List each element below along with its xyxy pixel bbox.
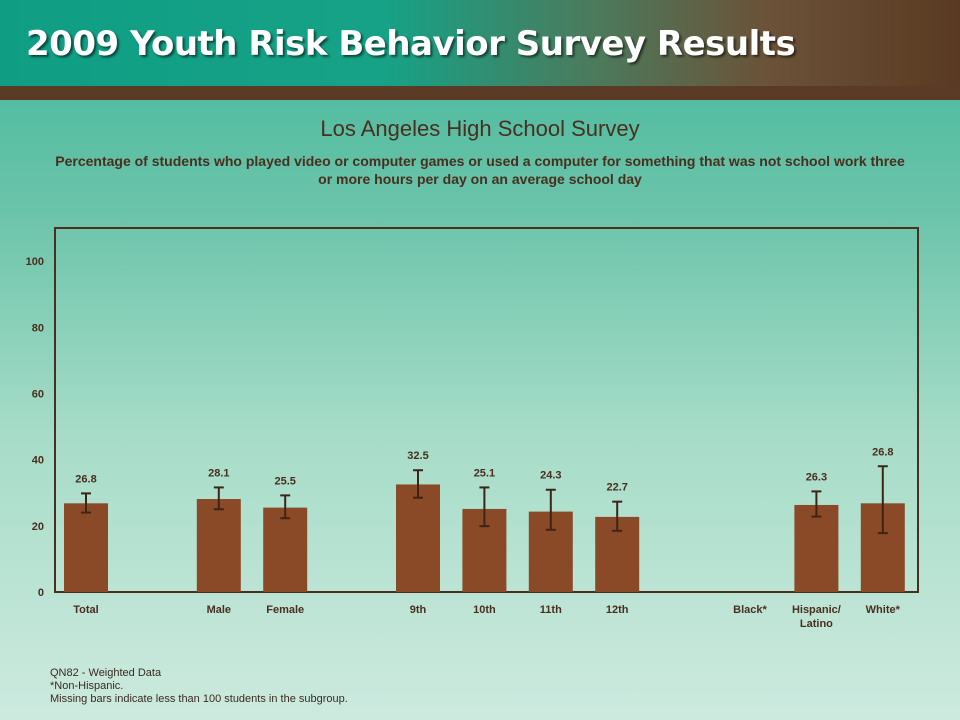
- data-label: 25.1: [474, 467, 495, 479]
- header-divider: [0, 86, 960, 100]
- footnote-line: QN82 - Weighted Data: [50, 667, 162, 679]
- chart-title: Los Angeles High School Survey: [320, 116, 640, 141]
- x-tick-label: Black*: [733, 604, 767, 616]
- bar: [263, 507, 308, 592]
- x-tick-label: 9th: [410, 604, 427, 616]
- y-tick-label: 100: [26, 256, 44, 268]
- y-tick-label: 20: [32, 521, 44, 533]
- x-tick-label: Male: [207, 604, 231, 616]
- bar: [64, 503, 108, 592]
- x-tick-label: 12th: [606, 604, 629, 616]
- data-label: 26.8: [75, 473, 96, 485]
- x-tick-label: 11th: [540, 604, 562, 616]
- data-label: 26.3: [806, 471, 827, 483]
- data-label: 22.7: [606, 482, 627, 494]
- bar: [196, 499, 241, 592]
- page-title: 2009 Youth Risk Behavior Survey Results: [26, 24, 796, 64]
- data-label: 25.5: [274, 475, 295, 487]
- bar: [396, 484, 440, 592]
- x-tick-label: White*: [866, 604, 901, 616]
- footnote-line: Missing bars indicate less than 100 stud…: [50, 693, 348, 705]
- data-label: 24.3: [540, 470, 561, 482]
- data-label: 28.1: [208, 467, 229, 479]
- header-banner: 2009 Youth Risk Behavior Survey Results: [0, 0, 960, 86]
- x-tick-label: Hispanic/: [792, 604, 841, 616]
- y-tick-label: 80: [32, 322, 44, 334]
- x-tick-label: Total: [73, 604, 98, 616]
- footnote-line: *Non-Hispanic.: [50, 680, 124, 692]
- x-tick-label: Female: [266, 604, 304, 616]
- data-label: 32.5: [407, 450, 428, 462]
- chart-subtitle: Percentage of students who played video …: [55, 153, 905, 187]
- bar: [794, 504, 839, 592]
- y-tick-label: 0: [38, 587, 44, 599]
- data-label: 26.8: [872, 446, 893, 458]
- y-tick-label: 60: [32, 388, 44, 400]
- x-tick-label: Latino: [800, 618, 833, 630]
- y-tick-label: 40: [32, 455, 44, 467]
- footnotes: QN82 - Weighted Data *Non-Hispanic. Miss…: [50, 667, 348, 706]
- x-tick-label: 10th: [473, 604, 496, 616]
